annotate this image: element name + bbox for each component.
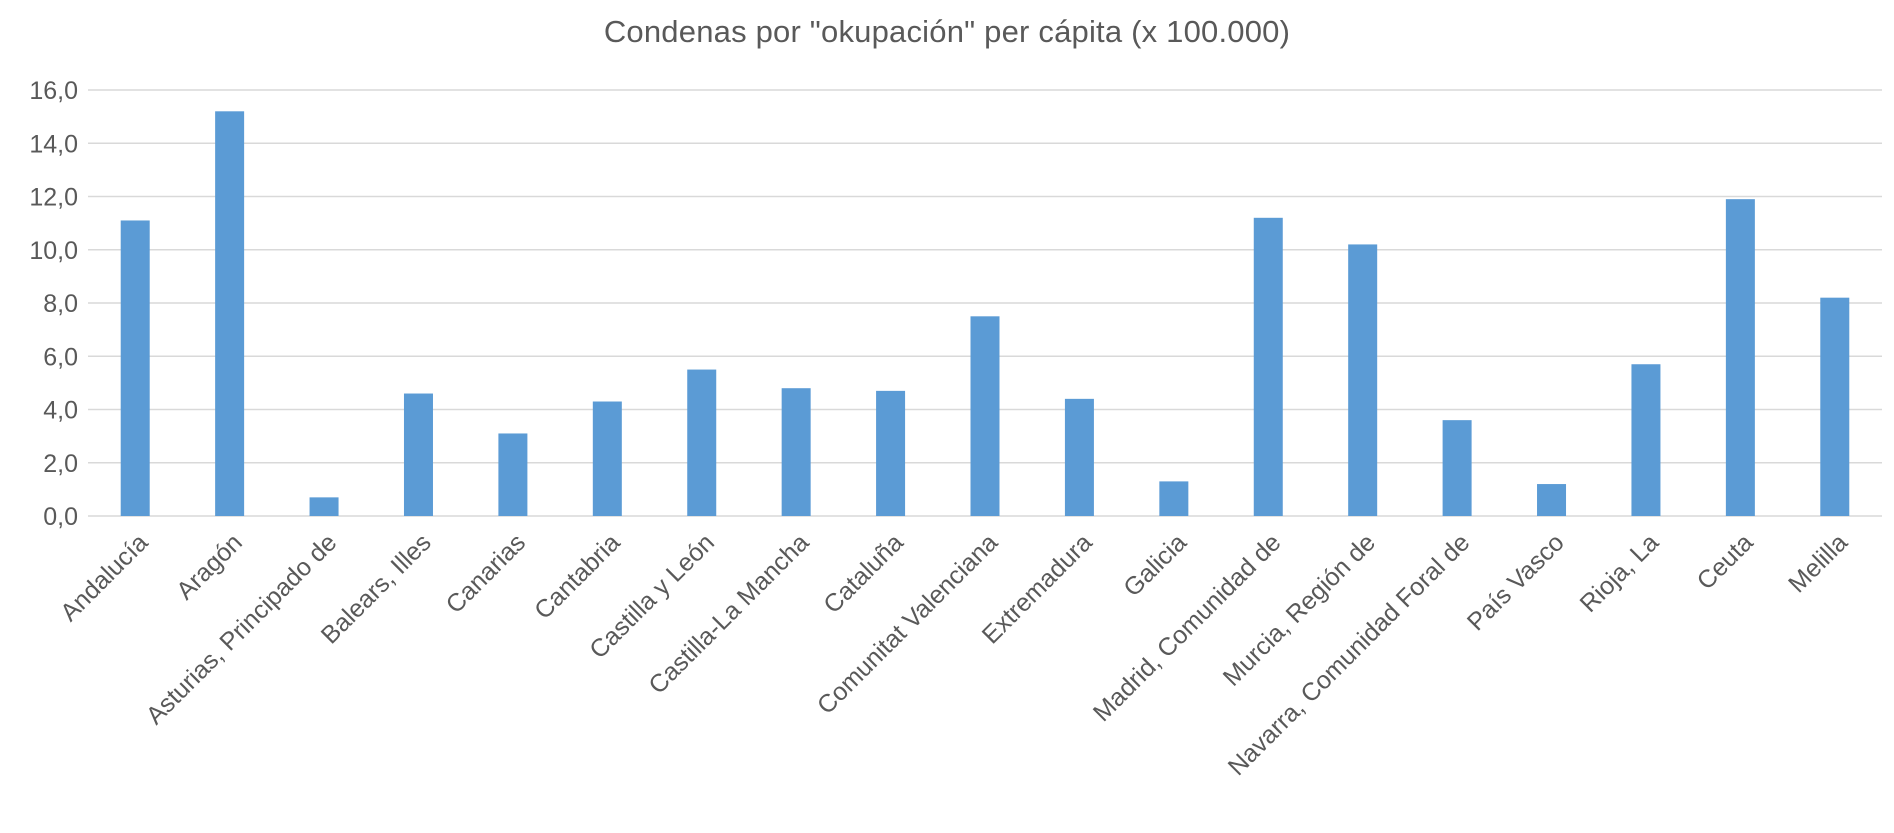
x-tick-label: Rioja, La bbox=[1575, 528, 1665, 618]
y-tick-label: 12,0 bbox=[29, 184, 78, 212]
x-tick-label: Castilla-La Mancha bbox=[643, 528, 814, 699]
bar bbox=[1725, 199, 1755, 516]
bar bbox=[309, 497, 339, 516]
x-tick-label: Cantabria bbox=[529, 528, 626, 625]
bar bbox=[1820, 297, 1850, 516]
y-tick-label: 10,0 bbox=[29, 237, 78, 265]
bar bbox=[781, 388, 811, 516]
x-tick-label: Ceuta bbox=[1692, 528, 1759, 595]
bar bbox=[687, 369, 717, 516]
bar bbox=[1442, 420, 1472, 516]
x-tick-label: Madrid, Comunidad de bbox=[1088, 528, 1287, 727]
x-tick-label: Cataluña bbox=[818, 528, 909, 619]
bar bbox=[1159, 481, 1189, 516]
chart-title: Condenas por "okupación" per cápita (x 1… bbox=[603, 14, 1291, 49]
x-tick-label: Comunitat Valenciana bbox=[812, 528, 1004, 720]
x-tick-label: Andalucía bbox=[55, 528, 153, 626]
bar bbox=[120, 220, 150, 516]
bar bbox=[592, 401, 622, 516]
y-tick-label: 6,0 bbox=[43, 343, 78, 371]
bar bbox=[1348, 244, 1378, 517]
y-tick-label: 16,0 bbox=[29, 77, 78, 105]
x-tick-label: País Vasco bbox=[1462, 528, 1570, 636]
bar bbox=[1537, 484, 1567, 516]
x-tick-label: Galicia bbox=[1118, 528, 1192, 602]
bar bbox=[403, 393, 433, 516]
y-tick-label: 8,0 bbox=[43, 290, 78, 318]
bar bbox=[1064, 398, 1094, 516]
bar bbox=[498, 433, 528, 516]
x-tick-label: Canarias bbox=[441, 528, 532, 619]
bar bbox=[876, 390, 906, 516]
bar bbox=[215, 111, 245, 517]
y-tick-label: 14,0 bbox=[29, 130, 78, 158]
y-tick-label: 2,0 bbox=[43, 450, 78, 478]
x-tick-label: Asturias, Principado de bbox=[141, 528, 343, 730]
bar bbox=[1253, 217, 1283, 517]
y-tick-label: 0,0 bbox=[43, 503, 78, 531]
x-tick-label: Aragón bbox=[171, 528, 248, 605]
bar bbox=[1631, 364, 1661, 516]
y-tick-label: 4,0 bbox=[43, 397, 78, 425]
bar bbox=[970, 316, 1000, 516]
x-tick-label: Melilla bbox=[1783, 528, 1853, 598]
